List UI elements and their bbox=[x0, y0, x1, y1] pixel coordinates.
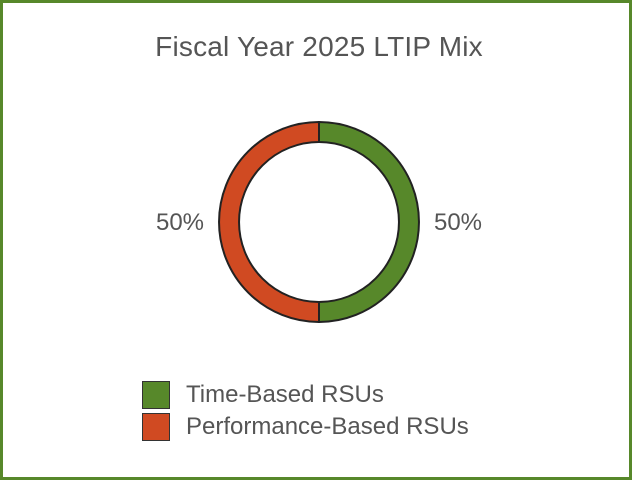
donut-chart: 50% 50% bbox=[156, 120, 482, 324]
donut-slice-1 bbox=[218, 120, 320, 324]
legend-label-0: Time-Based RSUs bbox=[186, 381, 384, 408]
legend-item-0: Time-Based RSUs bbox=[142, 379, 469, 411]
legend-label-1: Performance-Based RSUs bbox=[186, 413, 469, 440]
legend-swatch-1 bbox=[142, 413, 170, 441]
slice-value-label-0: 50% bbox=[434, 209, 482, 236]
legend-item-1: Performance-Based RSUs bbox=[142, 411, 469, 443]
slice-value-label-1: 50% bbox=[156, 209, 204, 236]
chart-legend: Time-Based RSUs Performance-Based RSUs bbox=[142, 379, 469, 443]
legend-swatch-0 bbox=[142, 381, 170, 409]
chart-title: Fiscal Year 2025 LTIP Mix bbox=[155, 31, 483, 62]
donut-slice-0 bbox=[318, 120, 420, 324]
